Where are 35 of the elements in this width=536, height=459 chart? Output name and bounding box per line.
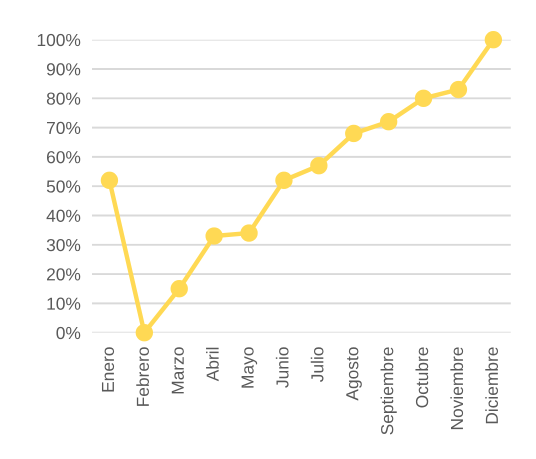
- x-tick-label: Abril: [206, 348, 219, 382]
- x-tick-label: Noviembre: [450, 347, 464, 430]
- point: [170, 280, 188, 298]
- x-tick-label: Septiembre: [380, 347, 397, 435]
- y-tick-label: 10%: [47, 298, 80, 310]
- y-tick-label: 60%: [47, 151, 80, 164]
- x-tick-label: Diciembre: [485, 347, 498, 424]
- x-tick-label: Enero: [102, 347, 114, 392]
- y-tick-label: 0%: [56, 326, 80, 340]
- point: [484, 31, 502, 48]
- x-tick-label: Marzo: [172, 347, 184, 394]
- y-tick-label: 100%: [38, 34, 80, 46]
- point: [345, 124, 362, 142]
- x-tick-label: Junio: [276, 347, 289, 388]
- point: [380, 113, 398, 130]
- y-tick-label: 40%: [46, 210, 80, 222]
- point: [100, 172, 118, 190]
- y-tick-label: 50%: [46, 180, 80, 193]
- point: [310, 157, 328, 174]
- x-tick-label: Agosto: [346, 347, 362, 401]
- x-tick-label: Julio: [310, 347, 324, 382]
- x-tick-label: Febrero: [136, 347, 149, 406]
- x-tick-label: Octubre: [415, 347, 428, 408]
- point: [275, 172, 293, 190]
- y-tick-label: 90%: [46, 63, 80, 76]
- point: [136, 324, 154, 342]
- point: [205, 227, 223, 245]
- y-tick-label: 70%: [47, 122, 80, 134]
- y-tick-label: 20%: [46, 268, 80, 281]
- point: [450, 80, 468, 98]
- y-tick-label: 80%: [46, 92, 80, 105]
- x-tick-label: Mayo: [242, 347, 258, 388]
- y-tick-label: 30%: [46, 238, 80, 252]
- point: [414, 90, 432, 107]
- point: [240, 224, 258, 242]
